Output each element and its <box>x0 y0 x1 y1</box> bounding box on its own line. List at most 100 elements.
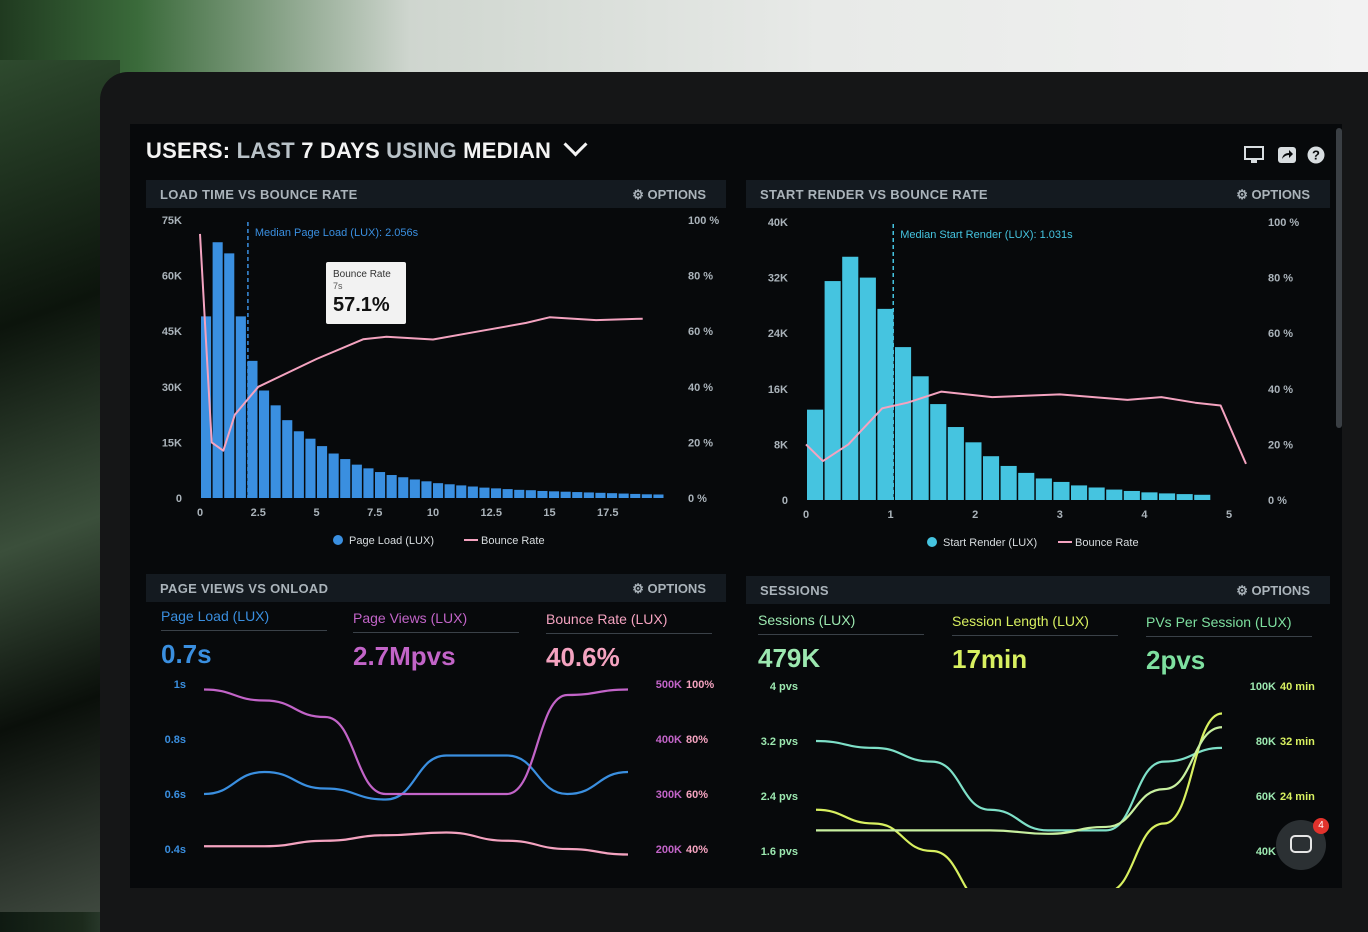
bar <box>305 438 316 498</box>
kpi-bounce-rate[interactable]: Bounce Rate (LUX) 40.6% <box>546 611 712 673</box>
panel-header-render: START RENDER VS BOUNCE RATE ⚙ OPTIONS <box>746 180 1330 208</box>
bar <box>224 253 235 498</box>
y-tick-label: 30K <box>162 382 182 394</box>
y-tick-label: 45K <box>162 326 182 338</box>
bar <box>398 477 409 498</box>
kpi-pvs-per-session[interactable]: PVs Per Session (LUX) 2pvs <box>1146 614 1312 676</box>
monitor-icon[interactable] <box>1244 146 1264 164</box>
y2-tick-label: 20 % <box>1268 439 1293 451</box>
kpi-label: Page Views (LUX) <box>353 610 519 633</box>
bar <box>375 472 386 498</box>
title-word: LAST <box>236 138 295 163</box>
bar <box>572 492 583 498</box>
bar <box>807 409 824 500</box>
options-button[interactable]: ⚙ OPTIONS <box>632 187 706 202</box>
bar <box>859 277 876 500</box>
bar <box>467 486 478 498</box>
bar <box>270 405 281 498</box>
page-views-chart[interactable]: 1s 0.8s 0.6s 0.4s 500K 400K 300K 200K 100% 80% 60%… <box>146 674 726 888</box>
chat-icon <box>1290 835 1312 853</box>
kpi-label: Session Length (LUX) <box>952 613 1118 636</box>
bar <box>247 360 258 498</box>
legend-label: Page Load (LUX) <box>349 535 434 547</box>
x-tick-label: 4 <box>1141 509 1148 521</box>
y2-tick-label: 40K <box>1256 846 1276 858</box>
y-tick-label: 0.6s <box>165 789 186 801</box>
bar <box>293 431 304 498</box>
kpi-value: 0.7s <box>161 639 212 669</box>
kpi-label: Bounce Rate (LUX) <box>546 611 712 634</box>
y-tick-label: 15K <box>162 437 182 449</box>
kpi-value: 17min <box>952 644 1028 674</box>
bounce-rate-line <box>805 390 1247 465</box>
panel-title: PAGE VIEWS VS ONLOAD <box>160 581 329 596</box>
x-tick-label: 1 <box>888 509 894 521</box>
x-tick-label: 10 <box>427 507 439 519</box>
y3-tick-label: 40% <box>686 844 708 856</box>
bar <box>433 483 444 498</box>
y-tick-label: 4 pvs <box>770 681 798 693</box>
x-tick-label: 0 <box>197 507 203 519</box>
series-line-2 <box>203 688 629 796</box>
chevron-down-icon[interactable] <box>563 132 588 157</box>
bar <box>1071 485 1088 500</box>
bar <box>1176 494 1193 500</box>
bar <box>1053 481 1070 500</box>
panel-header-load: LOAD TIME VS BOUNCE RATE ⚙ OPTIONS <box>146 180 726 208</box>
bar <box>641 494 652 498</box>
start-render-chart[interactable]: 0 8K 16K 24K 32K 40K 0 % 20 % 40 % 60 % 80 % 100 % 0… <box>746 210 1330 555</box>
help-icon[interactable]: ? <box>1306 146 1326 164</box>
y-tick-label: 0 <box>782 495 788 507</box>
title-word: MEDIAN <box>463 138 552 163</box>
y-tick-label: 75K <box>162 215 182 227</box>
tooltip-sub: 7s <box>333 281 343 291</box>
kpi-page-views[interactable]: Page Views (LUX) 2.7Mpvs <box>353 610 519 672</box>
bar <box>259 390 270 498</box>
bar <box>456 485 467 498</box>
tooltip: Bounce Rate 7s 57.1% <box>326 262 406 324</box>
y2-tick-label: 100 % <box>1268 217 1299 229</box>
bar <box>560 491 571 498</box>
bar <box>965 442 982 500</box>
y2-tick-label: 80 % <box>688 271 713 283</box>
sessions-chart[interactable]: 4 pvs 3.2 pvs 2.4 pvs 1.6 pvs 100K 80K 60K 40K 4… <box>746 676 1330 888</box>
bar <box>877 308 894 500</box>
median-annotation: Median Page Load (LUX): 2.056s <box>255 227 419 239</box>
page-title[interactable]: USERS: LAST 7 DAYS USING MEDIAN <box>146 132 588 164</box>
y-tick-label: 0 <box>176 493 182 505</box>
options-button[interactable]: ⚙ OPTIONS <box>632 581 706 596</box>
kpi-session-length[interactable]: Session Length (LUX) 17min <box>952 613 1118 675</box>
y2-tick-label: 60 % <box>688 326 713 338</box>
series-line-2 <box>815 712 1223 888</box>
dashboard-screen: USERS: LAST 7 DAYS USING MEDIAN ? LOAD T… <box>130 124 1342 888</box>
x-tick-label: 17.5 <box>597 507 618 519</box>
kpi-value: 2pvs <box>1146 645 1206 675</box>
median-annotation: Median Start Render (LUX): 1.031s <box>900 229 1073 241</box>
bar <box>607 493 618 498</box>
bar <box>502 489 513 498</box>
y2-tick-label: 80 % <box>1268 273 1293 285</box>
y3-tick-label: 60% <box>686 789 708 801</box>
options-button[interactable]: ⚙ OPTIONS <box>1236 583 1310 598</box>
kpi-sessions[interactable]: Sessions (LUX) 479K <box>758 612 924 674</box>
bar <box>363 468 374 498</box>
scrollbar[interactable] <box>1336 128 1342 428</box>
x-tick-label: 7.5 <box>367 507 382 519</box>
y3-tick-label: 100% <box>686 679 714 691</box>
y3-tick-label: 80% <box>686 734 708 746</box>
options-button[interactable]: ⚙ OPTIONS <box>1236 187 1310 202</box>
legend-marker <box>927 537 937 547</box>
y-tick-label: 24K <box>768 328 788 340</box>
y2-tick-label: 60K <box>1256 791 1276 803</box>
kpi-page-load[interactable]: Page Load (LUX) 0.7s <box>161 608 327 670</box>
bar <box>1000 465 1017 500</box>
legend-label: Bounce Rate <box>481 535 545 547</box>
bar <box>1018 472 1035 500</box>
y-tick-label: 1s <box>174 679 186 691</box>
bar <box>549 491 560 498</box>
y2-tick-label: 40 % <box>688 382 713 394</box>
load-time-chart[interactable]: 0 15K 30K 45K 60K 75K 0 % 20 % 40 % 60 % 80 % 100 %… <box>146 210 726 555</box>
bar <box>479 487 490 498</box>
share-icon[interactable] <box>1277 146 1297 164</box>
bar <box>328 453 339 498</box>
